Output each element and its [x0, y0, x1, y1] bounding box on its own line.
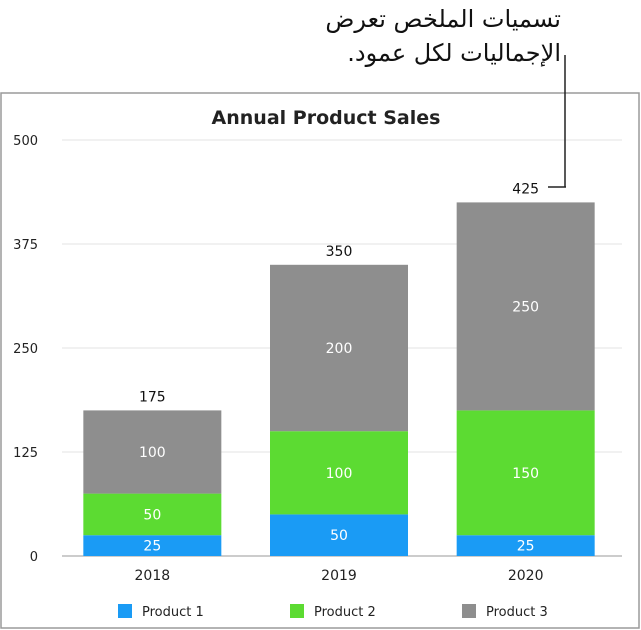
- bar-segment: [456, 535, 595, 556]
- legend-swatch: [290, 604, 304, 618]
- bar-total-label: 175: [139, 389, 166, 405]
- y-tick-label: 125: [13, 446, 38, 461]
- y-tick-label: 500: [13, 134, 38, 149]
- legend-label: Product 2: [314, 605, 376, 620]
- bar-segment: [456, 410, 595, 536]
- bar-value-label: 100: [139, 445, 166, 461]
- y-tick-label: 0: [30, 550, 38, 565]
- bar-segment: [83, 535, 222, 556]
- bar-value-label: 25: [517, 539, 535, 555]
- bar-value-label: 25: [143, 539, 161, 555]
- bar-total-label: 350: [326, 244, 353, 260]
- y-axis: 0 125 250 375 500: [13, 134, 38, 565]
- bar-value-label: 250: [512, 299, 539, 315]
- chart-title: Annual Product Sales: [212, 107, 441, 129]
- bar-segment: [270, 514, 408, 556]
- x-tick-label: 2019: [321, 568, 357, 584]
- x-tick-label: 2018: [135, 568, 171, 584]
- bar-segment: [270, 264, 408, 432]
- bar-value-label: 150: [512, 466, 539, 482]
- bar-segment: [456, 202, 595, 411]
- bar-value-label: 100: [326, 466, 353, 482]
- bars: 25 50 100 175 50 100 200 350 25 150 250 425: [83, 181, 595, 556]
- x-tick-label: 2020: [508, 568, 544, 584]
- bar-value-label: 50: [143, 507, 161, 523]
- summary-label-callout: تسميات الملخص تعرض الإجماليات لكل عمود.: [325, 5, 561, 67]
- x-axis: 2018 2019 2020: [135, 568, 544, 584]
- bar-segment: [270, 431, 408, 515]
- legend-label: Product 3: [486, 605, 548, 620]
- legend-swatch: [462, 604, 476, 618]
- legend-swatch: [118, 604, 132, 618]
- y-tick-label: 250: [13, 342, 38, 357]
- legend-label: Product 1: [142, 605, 204, 620]
- y-tick-label: 375: [13, 238, 38, 253]
- bar-segment: [83, 493, 222, 536]
- bar-segment: [83, 410, 222, 494]
- legend: Product 1 Product 2 Product 3: [118, 604, 548, 620]
- bar-total-label: 425: [512, 181, 539, 197]
- bar-value-label: 50: [330, 528, 348, 544]
- bar-value-label: 200: [326, 341, 353, 357]
